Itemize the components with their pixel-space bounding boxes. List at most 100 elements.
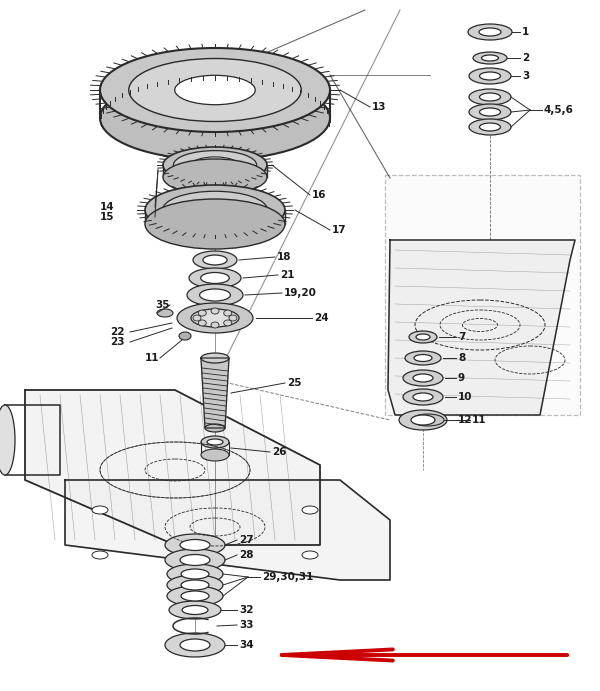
- Ellipse shape: [180, 540, 210, 551]
- Polygon shape: [201, 358, 229, 428]
- Ellipse shape: [200, 272, 229, 283]
- Ellipse shape: [167, 575, 223, 595]
- Text: 29,30,31: 29,30,31: [262, 572, 313, 582]
- Ellipse shape: [413, 374, 433, 382]
- Text: 26: 26: [272, 447, 287, 457]
- Ellipse shape: [181, 591, 209, 601]
- Text: 10: 10: [458, 392, 473, 402]
- Polygon shape: [25, 390, 320, 545]
- Ellipse shape: [405, 351, 441, 365]
- Text: 17: 17: [332, 225, 347, 235]
- Ellipse shape: [175, 75, 255, 105]
- Ellipse shape: [479, 108, 500, 116]
- Ellipse shape: [193, 315, 201, 321]
- Ellipse shape: [165, 534, 225, 556]
- Ellipse shape: [129, 59, 301, 122]
- Text: 22: 22: [110, 327, 125, 337]
- Ellipse shape: [187, 284, 243, 306]
- Text: 24: 24: [314, 313, 329, 323]
- Ellipse shape: [416, 334, 430, 340]
- Ellipse shape: [100, 48, 330, 132]
- Ellipse shape: [469, 119, 511, 135]
- Ellipse shape: [198, 320, 206, 326]
- Ellipse shape: [399, 410, 447, 430]
- Ellipse shape: [177, 303, 253, 333]
- Ellipse shape: [479, 93, 500, 101]
- Text: 12: 12: [458, 415, 473, 425]
- Ellipse shape: [482, 55, 499, 61]
- Ellipse shape: [145, 185, 285, 235]
- Text: 11: 11: [145, 353, 160, 363]
- Text: 28: 28: [239, 550, 254, 560]
- Ellipse shape: [191, 309, 239, 327]
- Ellipse shape: [181, 580, 209, 590]
- Ellipse shape: [180, 639, 210, 651]
- Text: 19,20: 19,20: [284, 288, 317, 298]
- Text: 13: 13: [372, 102, 386, 112]
- Text: 8: 8: [458, 353, 465, 363]
- Ellipse shape: [211, 308, 219, 314]
- Ellipse shape: [180, 554, 210, 565]
- Ellipse shape: [302, 506, 318, 514]
- Text: 23: 23: [110, 337, 125, 347]
- Ellipse shape: [163, 159, 267, 195]
- Text: 15: 15: [100, 212, 115, 222]
- Ellipse shape: [193, 251, 237, 269]
- Ellipse shape: [163, 191, 268, 229]
- Text: 16: 16: [312, 190, 326, 200]
- Ellipse shape: [167, 586, 223, 606]
- Ellipse shape: [473, 52, 507, 64]
- Polygon shape: [388, 240, 575, 415]
- Text: 7: 7: [458, 332, 466, 342]
- Ellipse shape: [173, 151, 257, 180]
- Ellipse shape: [163, 147, 267, 183]
- Ellipse shape: [207, 439, 223, 445]
- Text: 33: 33: [239, 620, 254, 630]
- Text: 4,5,6: 4,5,6: [544, 105, 574, 115]
- Ellipse shape: [412, 414, 444, 426]
- Text: 2: 2: [522, 53, 529, 63]
- Text: 3: 3: [522, 71, 529, 81]
- Ellipse shape: [411, 415, 435, 425]
- Ellipse shape: [92, 506, 108, 514]
- Ellipse shape: [179, 332, 191, 340]
- Ellipse shape: [224, 320, 232, 326]
- Polygon shape: [385, 175, 580, 415]
- Ellipse shape: [203, 313, 227, 323]
- Ellipse shape: [201, 436, 229, 448]
- Ellipse shape: [200, 289, 230, 301]
- Ellipse shape: [165, 633, 225, 657]
- Ellipse shape: [205, 162, 226, 169]
- Text: 9: 9: [458, 373, 465, 383]
- Ellipse shape: [201, 449, 229, 461]
- Text: 35: 35: [155, 300, 170, 310]
- Ellipse shape: [181, 569, 209, 579]
- Ellipse shape: [167, 564, 223, 584]
- Ellipse shape: [205, 424, 225, 432]
- Ellipse shape: [201, 353, 229, 363]
- Ellipse shape: [414, 354, 432, 361]
- Text: 21: 21: [280, 270, 295, 280]
- Ellipse shape: [469, 68, 511, 84]
- Ellipse shape: [187, 200, 243, 220]
- Text: 32: 32: [239, 605, 254, 615]
- Ellipse shape: [0, 405, 15, 475]
- Ellipse shape: [468, 24, 512, 40]
- Ellipse shape: [92, 551, 108, 559]
- Ellipse shape: [479, 123, 500, 131]
- Ellipse shape: [157, 309, 173, 317]
- Text: 14: 14: [100, 202, 115, 212]
- Ellipse shape: [205, 206, 226, 214]
- Ellipse shape: [145, 199, 285, 249]
- Ellipse shape: [165, 549, 225, 571]
- Ellipse shape: [100, 76, 330, 160]
- Ellipse shape: [189, 268, 241, 288]
- Text: 25: 25: [287, 378, 302, 388]
- Ellipse shape: [403, 389, 443, 405]
- Text: 27: 27: [239, 535, 254, 545]
- Ellipse shape: [469, 89, 511, 105]
- Ellipse shape: [191, 157, 238, 173]
- Ellipse shape: [469, 104, 511, 120]
- Text: 11: 11: [472, 415, 487, 425]
- Polygon shape: [65, 480, 390, 580]
